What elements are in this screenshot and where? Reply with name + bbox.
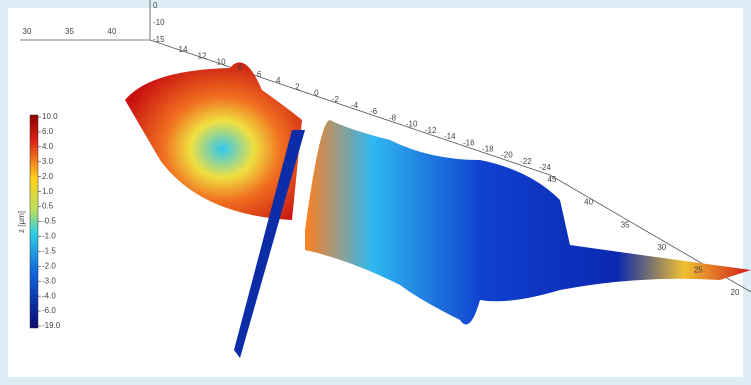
y-tick-label: -18	[482, 144, 494, 153]
y-tick-label: -4	[351, 101, 359, 110]
y-tick-label: -14	[444, 132, 456, 141]
colorbar-tick-label: 4.0	[42, 142, 54, 151]
y-tick-label: 2	[295, 82, 300, 91]
x-tick-label: 35	[65, 27, 74, 36]
colorbar-tick-label: -6.0	[42, 306, 56, 315]
surface-spike	[234, 130, 305, 358]
y-tick-label: 14	[179, 45, 188, 54]
colorbar-tick-label: -1.5	[42, 246, 56, 255]
axis-lines	[20, 0, 751, 293]
y-tick-label: 8	[238, 64, 243, 73]
colorbar-tick-label: -2.0	[42, 261, 56, 270]
z-tick-label: -10	[153, 18, 165, 27]
y-tick-label: 12	[198, 51, 207, 60]
z-tick-label: -15	[153, 35, 165, 44]
x2-tick-label: 25	[694, 266, 703, 275]
y-tick-label: -12	[425, 126, 437, 135]
x2-tick-label: 45	[548, 175, 557, 184]
x2-tick-label: 20	[731, 288, 740, 297]
z-tick-label: 0	[153, 1, 158, 10]
y-tick-label: -24	[539, 163, 551, 172]
colorbar-label: z [µm]	[17, 211, 26, 233]
colorbar-tick-label: 6.0	[42, 127, 54, 136]
y-tick-label: 0	[314, 89, 319, 98]
colorbar-tick-label: 10.0	[42, 112, 58, 121]
y-tick-label: -16	[463, 138, 475, 147]
y-tick-label: 4	[276, 76, 281, 85]
colorbar-tick-label: 3.0	[42, 157, 54, 166]
y-tick-label: -22	[520, 157, 532, 166]
colorbar	[29, 114, 39, 329]
colorbar-tick-label: -0.5	[42, 217, 56, 226]
x-tick-label: 30	[23, 27, 32, 36]
colorbar-tick-label: -4.0	[42, 291, 56, 300]
colorbar-tick-label: -1.0	[42, 232, 56, 241]
colorbar-tick-label: -19.0	[42, 321, 61, 330]
y-tick-label: 10	[217, 58, 226, 67]
surface-right	[305, 120, 751, 325]
y-tick-label: -8	[389, 113, 397, 122]
surface-left	[125, 62, 302, 221]
y-tick-label: -20	[501, 151, 513, 160]
colorbar-tick-label: -3.0	[42, 276, 56, 285]
colorbar-tick-label: 2.0	[42, 172, 54, 181]
y-tick-label: -2	[332, 95, 340, 104]
colorbar-tick-label: 0.5	[42, 202, 54, 211]
y-tick-label: 6	[257, 70, 262, 79]
x-tick-label: 40	[108, 27, 117, 36]
y-tick-label: -6	[370, 107, 378, 116]
colorbar-tick-label: 1.0	[42, 187, 54, 196]
y-tick-label: -10	[406, 120, 418, 129]
x2-tick-label: 30	[657, 243, 666, 252]
x2-tick-label: 35	[621, 220, 630, 229]
x2-tick-label: 40	[584, 198, 593, 207]
